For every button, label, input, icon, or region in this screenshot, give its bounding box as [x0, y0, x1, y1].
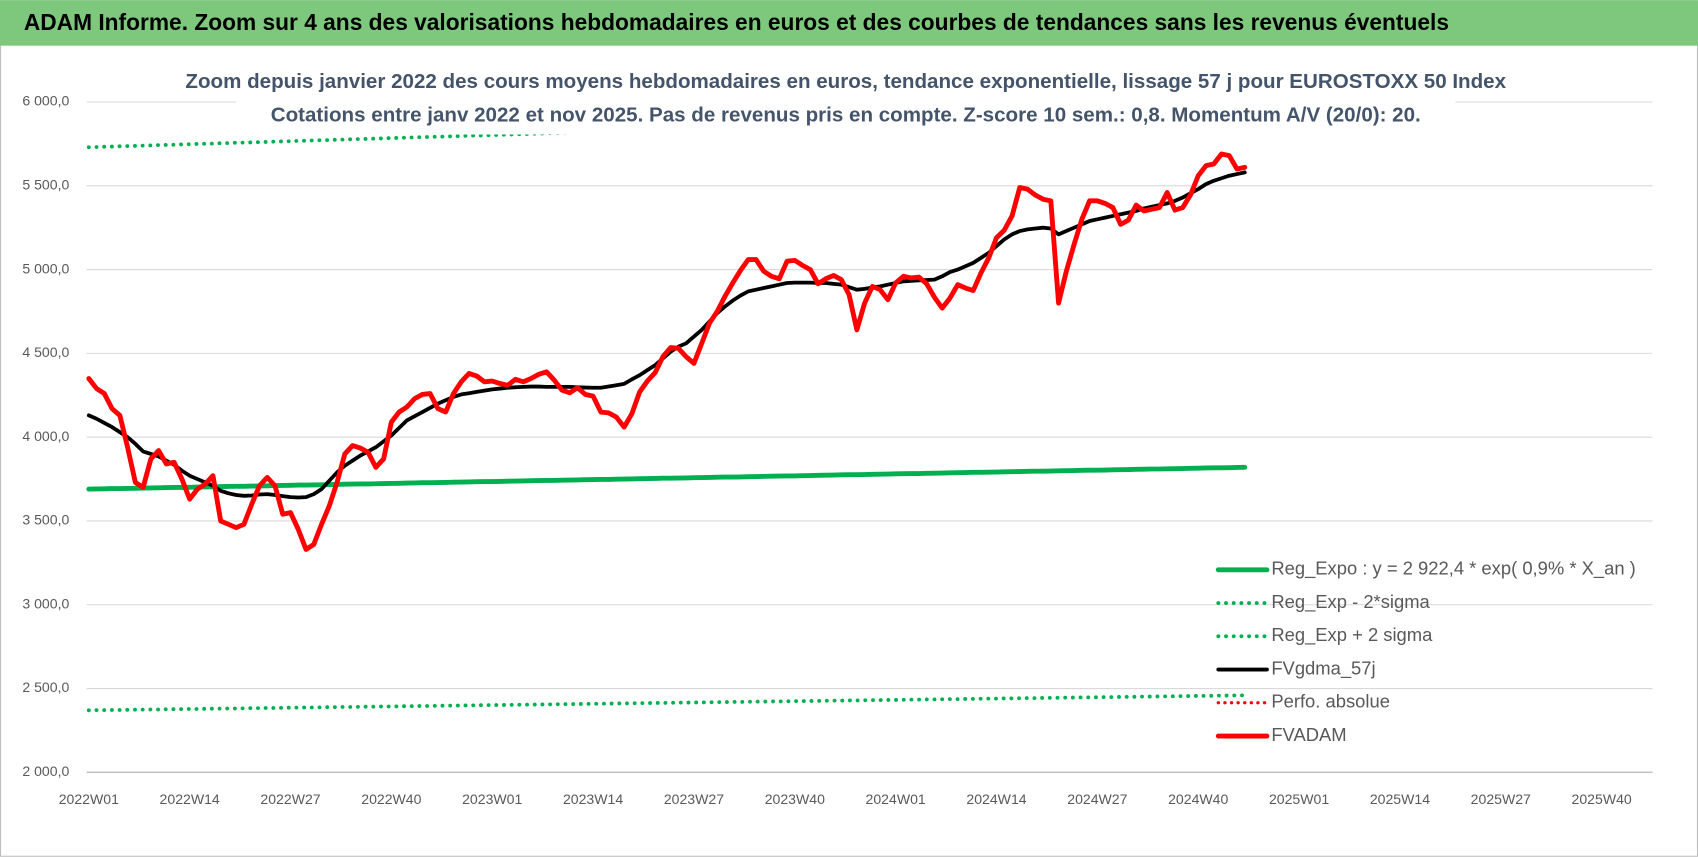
- y-tick-label: 4 500,0: [22, 344, 69, 360]
- x-tick-label: 2024W27: [1067, 791, 1127, 807]
- x-tick-label: 2024W01: [866, 791, 926, 807]
- grid: [86, 101, 1653, 773]
- y-tick-label: 3 000,0: [22, 595, 69, 611]
- x-tick-label: 2025W14: [1370, 791, 1430, 807]
- legend-label: Reg_Expo : y = 2 922,4 * exp( 0,9% * X_a…: [1271, 558, 1635, 580]
- x-tick-label: 2024W40: [1168, 791, 1228, 807]
- y-tick-label: 6 000,0: [22, 93, 69, 109]
- legend-label: Reg_Exp + 2 sigma: [1271, 624, 1433, 646]
- x-tick-label: 2023W14: [563, 791, 623, 807]
- legend-label: Reg_Exp - 2*sigma: [1271, 591, 1430, 613]
- x-tick-label: 2023W40: [765, 791, 825, 807]
- header-title: ADAM Informe. Zoom sur 4 ans des valoris…: [24, 9, 1449, 35]
- title-box: [236, 63, 1456, 135]
- series-line: [86, 464, 1248, 492]
- header-bar: [0, 0, 1698, 46]
- x-tick-label: 2024W14: [966, 791, 1026, 807]
- legend: Reg_Expo : y = 2 922,4 * exp( 0,9% * X_a…: [1215, 558, 1636, 745]
- x-tick-label: 2023W01: [462, 791, 522, 807]
- y-tick-label: 2 500,0: [22, 679, 69, 695]
- chart-title: Zoom depuis janvier 2022 des cours moyen…: [185, 70, 1506, 93]
- series-line: [86, 151, 1248, 552]
- axes: 2 000,0 2 500,0 3 000,0 3 500,0 4 000,0 4 500…: [22, 93, 1632, 807]
- x-tick-label: 2025W27: [1471, 791, 1531, 807]
- legend-label: Perfo. absolue: [1271, 691, 1390, 712]
- y-tick-label: 5 500,0: [22, 177, 69, 193]
- x-tick-label: 2022W27: [260, 791, 320, 807]
- legend-label: FVgdma_57j: [1271, 657, 1375, 679]
- y-tick-label: 3 500,0: [22, 512, 69, 528]
- y-tick-label: 5 000,0: [22, 260, 69, 276]
- chart-subtitle: Cotations entre janv 2022 et nov 2025. P…: [271, 104, 1421, 127]
- x-tick-label: 2023W27: [664, 791, 724, 807]
- y-tick-label: 4 000,0: [22, 428, 69, 444]
- y-tick-label: 2 000,0: [22, 763, 69, 779]
- x-tick-label: 2025W40: [1572, 791, 1632, 807]
- x-tick-label: 2022W14: [160, 791, 220, 807]
- x-tick-label: 2022W40: [361, 791, 421, 807]
- x-tick-label: 2025W01: [1269, 791, 1329, 807]
- series-line: [86, 693, 1247, 713]
- x-tick-label: 2022W01: [59, 791, 119, 807]
- legend-label: FVADAM: [1271, 724, 1346, 745]
